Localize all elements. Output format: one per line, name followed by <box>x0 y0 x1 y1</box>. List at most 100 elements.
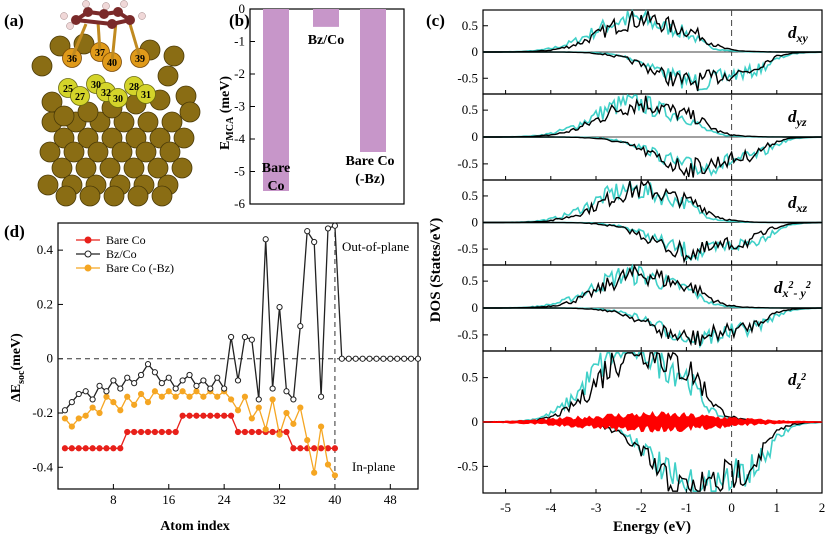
bond <box>70 23 88 59</box>
c-y-tick-label: -0.5 <box>457 241 478 256</box>
d-legend-label: Bz/Co <box>106 247 137 261</box>
panel-d-label: (d) <box>4 222 25 241</box>
b-y-tick-label: -2 <box>234 66 245 81</box>
c-x-tick-label: -5 <box>500 500 511 515</box>
benzene-hydrogen-atom <box>102 2 110 10</box>
atom-index-label: 28 <box>129 82 139 93</box>
d-y-tick-label: 0.2 <box>37 296 53 311</box>
d-point <box>255 396 262 403</box>
d-legend-label: Bare Co <box>106 233 146 247</box>
d-point <box>324 461 332 468</box>
d-point <box>158 393 165 400</box>
d-point <box>331 445 339 452</box>
d-point <box>255 428 262 436</box>
c-series-bareco-up <box>483 263 822 309</box>
d-point <box>283 428 290 436</box>
c-series-bzco-up <box>483 264 822 309</box>
d-point <box>304 437 311 444</box>
benzene-hydrogen-atom <box>82 0 90 8</box>
c-series-bzco-down <box>483 51 822 92</box>
d-ylabel: ΔEsoc(meV) <box>9 333 27 402</box>
b-bar-label: Bare Co <box>345 154 394 169</box>
co-bulk-atom <box>173 127 195 149</box>
c-y-tick-label: 0.5 <box>462 102 478 117</box>
d-point <box>61 445 69 452</box>
co-bulk-atom <box>163 45 185 67</box>
d-point <box>110 399 117 406</box>
d-point <box>137 390 145 398</box>
d-point <box>117 407 124 414</box>
d-point <box>96 382 103 389</box>
d-x-tick-label: 8 <box>110 492 117 507</box>
d-point <box>151 428 159 436</box>
benzene-carbon-atom <box>71 15 81 25</box>
d-point <box>317 445 325 452</box>
d-point <box>75 390 82 398</box>
d-point <box>103 388 110 395</box>
d-point <box>283 388 290 395</box>
d-point <box>401 355 408 362</box>
co-bulk-atom <box>151 185 173 207</box>
b-y-tick-label: -3 <box>234 99 245 114</box>
d-point <box>276 304 283 311</box>
co-bulk-atom <box>87 141 109 163</box>
panel-d-line-chart: ΔEsoc(meV) Atom index Out-of-plane In-pl… <box>9 222 422 534</box>
benzene-carbon-atom <box>83 7 93 17</box>
c-series-bzco-up <box>483 10 822 53</box>
d-point <box>200 377 207 384</box>
d-point <box>186 412 193 419</box>
c-series-bareco-up <box>483 180 822 224</box>
panel-b-label: (b) <box>229 11 250 30</box>
d-legend-marker <box>84 236 92 244</box>
co-bulk-atom <box>51 157 73 179</box>
d-point <box>207 385 214 392</box>
d-point <box>89 404 96 411</box>
co-bulk-atom <box>157 65 179 87</box>
d-point <box>124 393 131 400</box>
c-x-tick-label: -1 <box>681 500 692 515</box>
d-point <box>165 388 172 395</box>
d-point <box>227 333 235 341</box>
benzene-carbon-atom <box>99 9 109 19</box>
d-point <box>297 445 304 452</box>
b-bar-label: Bare <box>262 161 291 176</box>
d-y-tick-label: -0.2 <box>32 405 53 420</box>
d-point <box>75 415 82 422</box>
c-y-tick-label: 0 <box>472 215 479 230</box>
d-point <box>331 472 339 479</box>
co-bulk-atom <box>179 101 201 123</box>
co-bulk-atom <box>137 111 159 133</box>
co-bulk-atom <box>161 111 183 133</box>
b-ylabel: EMCA (meV) <box>218 76 236 150</box>
d-point <box>387 355 394 362</box>
d-point <box>214 412 221 419</box>
b-y-tick-label: -6 <box>234 196 245 211</box>
d-point <box>89 445 96 452</box>
d-point <box>172 428 179 436</box>
d-point <box>214 393 221 400</box>
d-point <box>373 355 380 362</box>
atom-index-label: 32 <box>101 88 111 99</box>
co-subsurface-atom <box>108 88 128 108</box>
d-series-line-2 <box>64 224 418 411</box>
d-point <box>193 382 200 389</box>
d-x-tick-label: 16 <box>162 492 176 507</box>
d-point <box>82 412 89 419</box>
d-point <box>359 355 366 362</box>
bond <box>96 21 102 53</box>
panel-b-bar-chart: EMCA (meV) 0 -1 -2 -3 -4 -5 -6 Bare Co Bz/Co Bare … <box>218 1 405 211</box>
c-orbital-label: dxz <box>788 193 808 215</box>
c-y-tick-label: 0 <box>472 414 479 429</box>
c-series-bareco-down <box>483 221 823 262</box>
d-point <box>103 393 110 400</box>
d-point <box>96 445 103 452</box>
atom-index-label: 39 <box>135 54 145 65</box>
benzene-carbon-atom <box>107 19 117 29</box>
co-bulk-atom <box>171 157 193 179</box>
d-legend-marker <box>84 250 92 258</box>
d-point <box>297 404 304 411</box>
d-point <box>380 355 387 362</box>
atom-index-label: 30 <box>91 80 101 91</box>
d-point <box>290 445 297 452</box>
d-point <box>179 412 186 419</box>
